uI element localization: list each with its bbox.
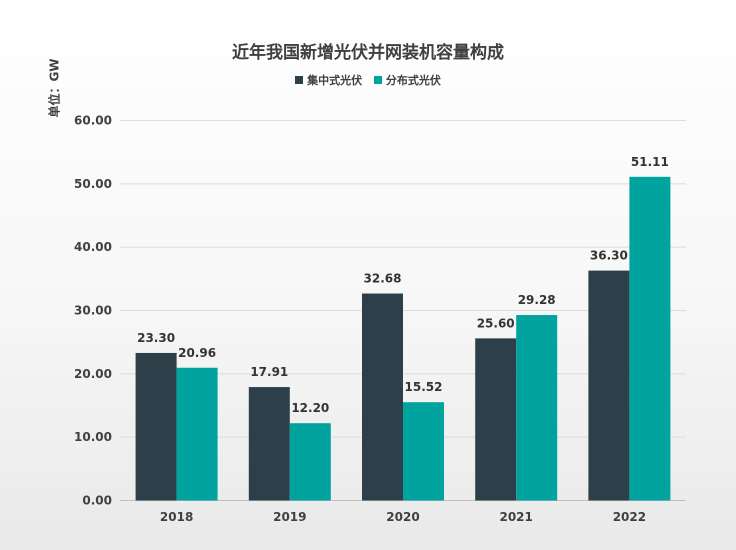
legend-label-series-2: 分布式光伏 bbox=[385, 74, 441, 87]
data-label: 12.20 bbox=[291, 401, 329, 415]
bar-centralized-2021 bbox=[475, 338, 517, 501]
legend-label-series-1: 集中式光伏 bbox=[307, 74, 363, 87]
legend-swatch-series-1 bbox=[295, 76, 304, 84]
legend-swatch-series-2 bbox=[373, 76, 382, 84]
legend-item-series-2[interactable]: 分布式光伏 bbox=[373, 72, 441, 88]
data-label: 17.91 bbox=[250, 365, 288, 379]
bar-distributed-2022 bbox=[629, 176, 671, 501]
bar-distributed-2021 bbox=[516, 315, 558, 501]
data-label: 51.11 bbox=[631, 155, 669, 169]
y-tick-label: 60.00 bbox=[74, 114, 112, 128]
chart-legend: 集中式光伏 分布式光伏 bbox=[0, 72, 736, 88]
data-label: 20.96 bbox=[178, 346, 216, 360]
data-label: 15.52 bbox=[405, 380, 443, 394]
bar-distributed-2020 bbox=[403, 402, 444, 501]
chart-title: 近年我国新增光伏并网装机容量构成 bbox=[232, 43, 504, 63]
y-tick-label: 10.00 bbox=[74, 430, 112, 444]
y-tick-label: 20.00 bbox=[74, 367, 112, 381]
data-label: 23.30 bbox=[137, 331, 175, 345]
x-tick-label: 2022 bbox=[613, 510, 646, 524]
data-label: 32.68 bbox=[364, 272, 402, 286]
x-tick-label: 2018 bbox=[160, 510, 193, 524]
x-tick-label: 2019 bbox=[273, 510, 306, 524]
bar-centralized-2019 bbox=[248, 387, 290, 501]
legend-item-series-1[interactable]: 集中式光伏 bbox=[295, 72, 362, 88]
bar-distributed-2018 bbox=[176, 367, 218, 501]
data-label: 25.60 bbox=[477, 316, 515, 330]
data-label: 29.28 bbox=[518, 293, 556, 307]
x-tick-label: 2020 bbox=[386, 510, 419, 524]
y-tick-label: 50.00 bbox=[74, 177, 112, 191]
bar-centralized-2020 bbox=[362, 293, 403, 501]
bar-centralized-2018 bbox=[135, 352, 177, 501]
x-tick-label: 2021 bbox=[499, 510, 532, 524]
bar-centralized-2022 bbox=[588, 270, 630, 501]
y-tick-label: 30.00 bbox=[74, 304, 112, 318]
bar-distributed-2019 bbox=[289, 423, 331, 501]
y-tick-label: 40.00 bbox=[74, 240, 112, 254]
y-tick-label: 0.00 bbox=[82, 494, 112, 508]
data-label: 36.30 bbox=[590, 249, 628, 263]
